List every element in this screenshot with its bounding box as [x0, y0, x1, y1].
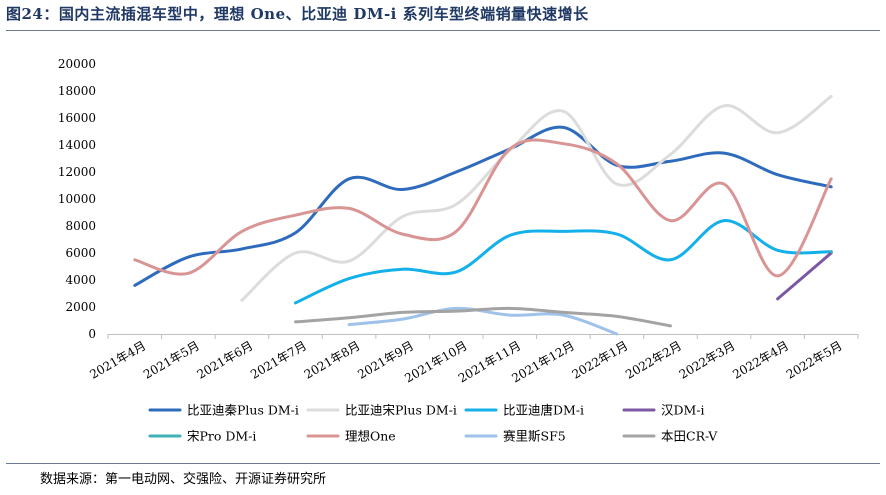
y-tick-label: 20000	[58, 57, 96, 71]
chart-axes: 0 2000 4000 6000 8000 10000 12000 14000 16000 180…	[58, 57, 859, 386]
title-divider	[6, 30, 880, 31]
series-line-7	[294, 306, 672, 328]
y-tick-label: 14000	[58, 138, 96, 152]
series-line-5	[133, 138, 833, 278]
x-tick-label: 2021年7月	[248, 338, 309, 381]
y-tick-label: 0	[88, 327, 96, 341]
series-line-3	[776, 251, 833, 301]
x-tick-label: 2022年1月	[570, 338, 631, 381]
y-tick-label: 12000	[58, 165, 96, 179]
series-line-4-point	[829, 250, 833, 254]
y-tick-label: 2000	[65, 300, 96, 314]
legend-label: 汉DM-i	[661, 403, 705, 418]
legend-label: 理想One	[345, 429, 396, 444]
x-tick-label: 2022年2月	[623, 338, 684, 381]
y-tick-label: 6000	[65, 246, 96, 260]
legend-label: 赛里斯SF5	[503, 429, 566, 444]
legend-label: 比亚迪宋Plus DM-i	[345, 403, 457, 418]
chart-series-lines	[133, 94, 833, 336]
legend-label: 比亚迪唐DM-i	[503, 403, 584, 418]
series-line-2	[294, 219, 833, 305]
chart-legend: 比亚迪秦Plus DM-i 比亚迪宋Plus DM-i 比亚迪唐DM-i 汉DM-i 宋…	[148, 403, 718, 444]
y-tick-label: 4000	[65, 273, 96, 287]
legend-label: 本田CR-V	[661, 429, 718, 444]
figure-title: 图24：国内主流插混车型中，理想 One、比亚迪 DM-i 系列车型终端销量快速…	[6, 5, 589, 23]
legend-label: 宋Pro DM-i	[187, 429, 256, 444]
series-line-0	[133, 125, 833, 287]
x-tick-label: 2022年3月	[677, 338, 738, 381]
y-tick-label: 18000	[58, 84, 96, 98]
y-tick-label: 16000	[58, 111, 96, 125]
legend-label: 比亚迪秦Plus DM-i	[187, 403, 299, 418]
source-divider	[6, 463, 880, 464]
x-tick-label: 2021年6月	[195, 338, 256, 381]
source-note: 数据来源：第一电动网、交强险、开源证券研究所	[40, 472, 327, 487]
series-line-6	[347, 306, 619, 336]
x-tick-label: 2021年5月	[141, 338, 202, 381]
x-tick-label: 2021年8月	[302, 338, 363, 381]
y-tick-label: 8000	[65, 219, 96, 233]
y-tick-label: 10000	[58, 192, 96, 206]
series-line-1	[240, 94, 833, 302]
x-tick-label: 2022年4月	[730, 338, 791, 381]
x-tick-label: 2021年4月	[87, 338, 148, 381]
x-tick-label: 2022年5月	[784, 338, 845, 381]
